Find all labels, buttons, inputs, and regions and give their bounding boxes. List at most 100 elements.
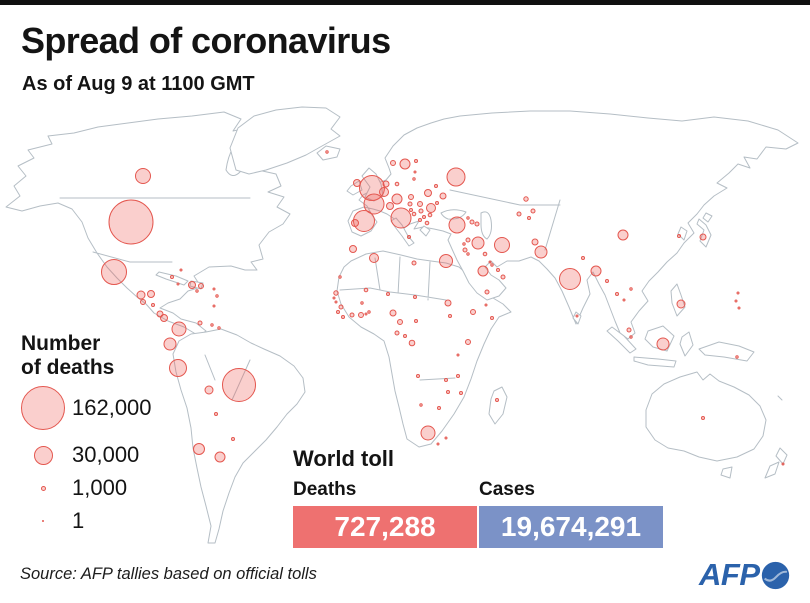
death-bubble-egypt [439,254,453,268]
legend-label: 1 [72,508,85,533]
death-bubble-georgia [466,216,470,220]
death-bubble-canada [135,168,151,184]
subtitle: As of Aug 9 at 1100 GMT [22,73,255,95]
death-bubble-armenia [469,219,475,225]
death-bubble-bahamas [179,268,183,272]
death-bubble-romania [426,203,436,213]
legend-item: 1,000 [21,475,231,500]
death-bubble-cameroon [397,319,403,325]
death-bubble-iran [494,237,510,253]
death-bubble-philippines [676,299,686,309]
death-bubble-kazakhstan [523,196,529,202]
death-bubble-bahrain [488,260,492,264]
death-bubble-angola [416,374,420,378]
death-bubble-cambodia [622,298,626,302]
death-bubble-gambia [332,296,336,300]
death-bubble-antilles-2 [215,294,219,298]
death-bubble-myanmar [605,279,609,283]
death-bubble-pacific-3 [737,306,741,310]
death-bubble-brazil [222,368,256,402]
death-bubble-south-africa [420,425,436,441]
legend-label: 30,000 [72,442,140,467]
death-bubble-united-states [108,199,154,245]
death-bubble-guatemala [136,290,146,300]
death-bubble-gabon [394,330,400,336]
death-bubbles-layer [101,150,785,466]
death-bubble-botswana [437,406,441,410]
death-bubble-poland [424,189,432,197]
death-bubble-papua-new-guinea [735,355,739,359]
death-bubble-kenya [465,339,471,345]
death-bubble-sri-lanka [575,314,579,318]
world-map-outline [5,106,799,544]
death-bubble-colombia [171,321,187,337]
death-bubble-australia [701,416,705,420]
death-bubble-nicaragua [151,303,155,307]
death-bubble-mali [363,287,369,293]
death-bubble-tunisia [407,235,411,239]
death-bubble-south-sudan [448,314,452,318]
page-title: Spread of coronavirus [21,20,391,61]
death-bubble-uae [496,268,500,272]
cases-value-box: 19,674,291 [479,506,663,548]
death-bubble-argentina [214,451,226,463]
death-bubble-oman [500,274,506,280]
death-bubble-china [617,229,629,241]
death-bubble-eswatini [444,436,448,440]
death-bubble-burkina-faso [360,301,364,305]
death-bubble-afghanistan [531,238,539,246]
death-bubble-singapore [629,335,633,339]
death-bubble-croatia [409,208,413,212]
death-bubble-austria [407,201,413,207]
death-bubble-iceland [325,150,329,154]
death-bubble-lebanon [462,242,466,246]
top-bar [0,0,810,5]
death-bubble-new-zealand [781,462,785,466]
death-bubble-ecuador [163,337,177,351]
legend-item: 30,000 [21,442,231,467]
death-bubble-pakistan [534,245,548,259]
death-bubble-nepal [581,256,585,260]
death-bubble-belgium [379,187,389,197]
death-bubble-ukraine [439,192,447,200]
deaths-value: 727,288 [334,511,436,542]
death-bubble-japan [699,233,707,241]
death-bubble-pacific-2 [734,299,738,303]
death-bubble-honduras [147,290,155,298]
death-bubble-mauritania [338,275,342,279]
death-bubble-lithuania [412,177,416,181]
cases-value: 19,674,291 [500,511,642,542]
death-bubble-libya [411,260,417,266]
death-bubble-netherlands [382,180,390,188]
death-bubble-antilles-1 [212,287,216,291]
death-bubble-dr-congo [408,339,416,347]
death-bubble-el-salvador [140,299,146,305]
afp-globe-icon [761,561,789,589]
death-bubble-estonia [413,170,417,174]
death-bubble-senegal [333,290,339,296]
death-bubble-suriname [217,326,221,330]
death-bubble-switzerland [386,202,394,210]
legend-circle [33,445,53,465]
death-bubble-paraguay [214,412,218,416]
death-bubble-chad [413,295,417,299]
death-bubble-zimbabwe [446,390,450,394]
death-bubble-guyana [210,323,214,327]
death-bubble-venezuela [197,320,203,326]
death-bubble-madagascar [495,398,499,402]
death-bubble-togo [364,312,368,316]
death-bubble-saudi-arabia [477,265,489,277]
death-bubble-sierra-leone [336,310,340,314]
death-bubble-north-macedonia [422,215,426,219]
death-bubble-uzbekistan [516,211,522,217]
death-bubble-zambia [444,378,448,382]
death-bubble-kyrgyzstan [530,208,536,214]
death-bubble-malawi [456,374,460,378]
legend-circle [41,519,45,523]
death-bubble-cuba [170,275,174,279]
death-bubble-chile [193,443,205,455]
death-bubble-puerto-rico [195,289,199,293]
death-bubble-peru [169,359,187,377]
